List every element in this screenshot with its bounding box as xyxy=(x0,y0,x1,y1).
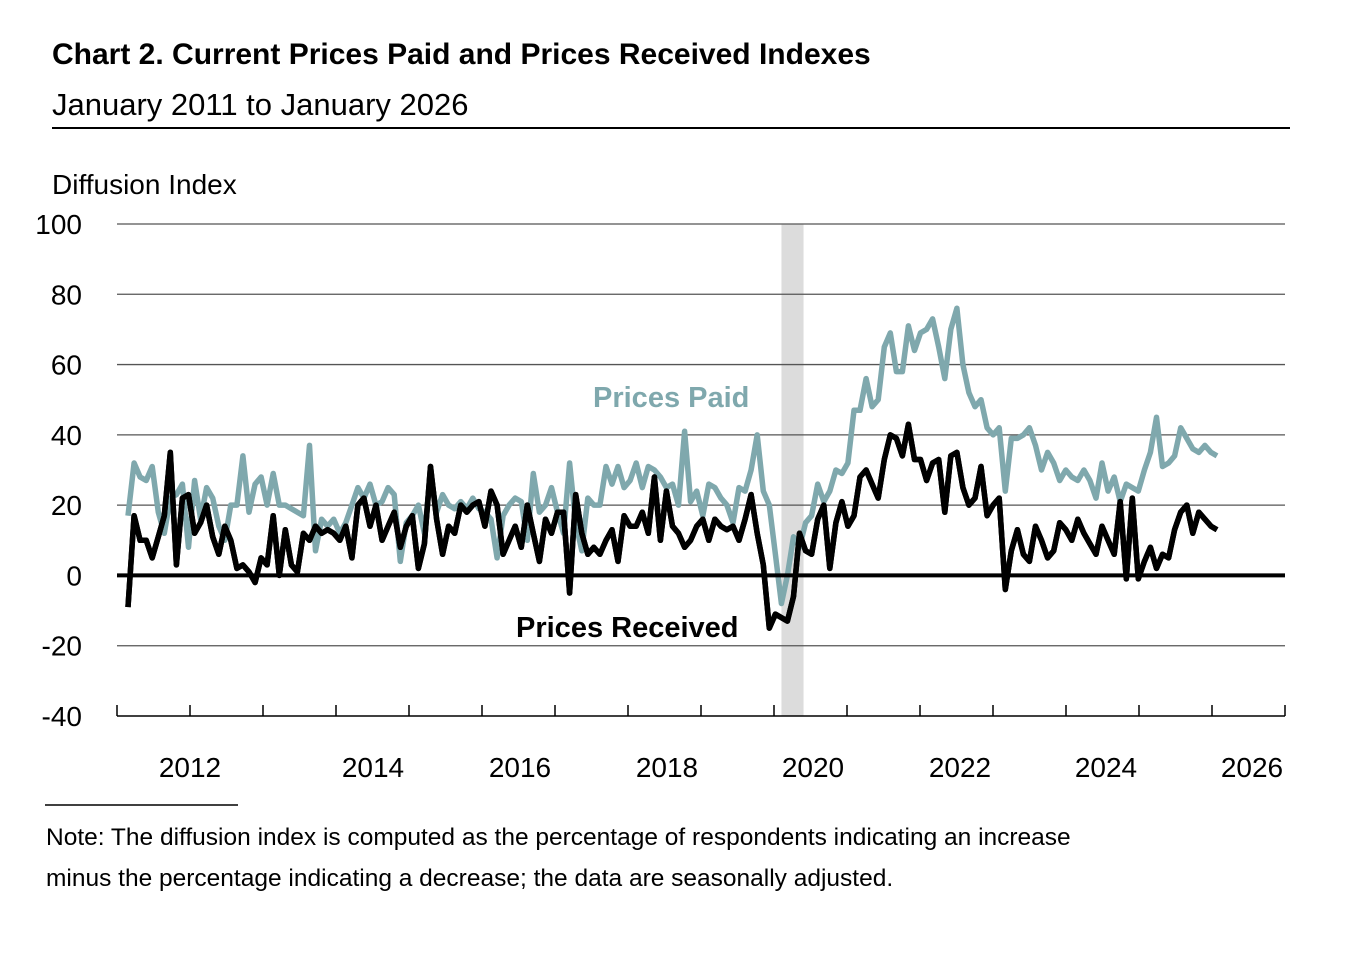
series-lines xyxy=(117,305,1285,631)
x-tick-label: 2022 xyxy=(929,752,991,783)
chart-title: Chart 2. Current Prices Paid and Prices … xyxy=(52,38,871,71)
series-line-prices-paid xyxy=(125,305,1219,607)
chart-subtitle: January 2011 to January 2026 xyxy=(52,87,469,122)
y-tick-label: 60 xyxy=(51,350,82,381)
x-tick-label: 2026 xyxy=(1221,752,1283,783)
y-axis-label: Diffusion Index xyxy=(52,169,237,200)
y-tick-label: 0 xyxy=(66,560,82,591)
y-tick-label: -40 xyxy=(42,701,82,732)
x-tick-label: 2020 xyxy=(782,752,844,783)
x-tick-label: 2024 xyxy=(1075,752,1137,783)
series-line-prices-received-overlay xyxy=(125,421,1219,631)
y-tick-labels: 100 80 60 40 20 0 -20 -40 xyxy=(35,209,82,732)
x-tick-label: 2012 xyxy=(159,752,221,783)
annotation-prices-paid: Prices Paid xyxy=(593,382,749,414)
y-tick-label: -20 xyxy=(42,631,82,662)
y-tick-label: 100 xyxy=(35,209,82,240)
recession-shading xyxy=(781,224,804,716)
y-tick-label: 80 xyxy=(51,279,82,310)
note-line-1: Note: The diffusion index is computed as… xyxy=(46,824,1071,851)
recession-shading-group xyxy=(781,224,804,716)
gridlines xyxy=(117,223,1285,647)
y-tick-label: 20 xyxy=(51,490,82,521)
x-tick-label: 2016 xyxy=(489,752,551,783)
x-tick-label: 2014 xyxy=(342,752,404,783)
annotation-prices-received: Prices Received xyxy=(516,612,738,644)
x-axis: 2012 2014 2016 2018 2020 2022 2024 2026 xyxy=(116,705,1286,783)
note-line-2: minus the percentage indicating a decrea… xyxy=(46,865,893,892)
y-tick-label: 40 xyxy=(51,420,82,451)
x-tick-label: 2018 xyxy=(636,752,698,783)
